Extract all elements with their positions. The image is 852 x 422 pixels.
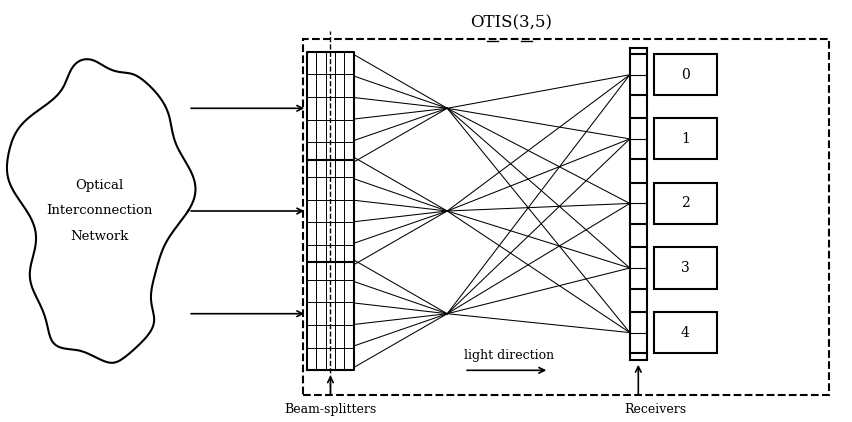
Bar [653,54,717,95]
Text: 4: 4 [681,326,690,340]
Bar [653,118,717,160]
Text: Interconnection: Interconnection [46,205,153,217]
Text: 0: 0 [681,68,690,82]
Text: 2: 2 [681,197,690,211]
Text: Receivers: Receivers [625,403,687,417]
Bar [653,183,717,224]
Text: Beam-splitters: Beam-splitters [285,403,377,417]
Text: light direction: light direction [464,349,555,362]
Bar [653,312,717,353]
Bar [653,247,717,289]
Text: 1: 1 [681,132,690,146]
Text: OTIS(3,5): OTIS(3,5) [470,14,552,31]
Text: 3: 3 [681,261,690,275]
Text: Optical: Optical [75,179,124,192]
Text: Network: Network [70,230,129,243]
